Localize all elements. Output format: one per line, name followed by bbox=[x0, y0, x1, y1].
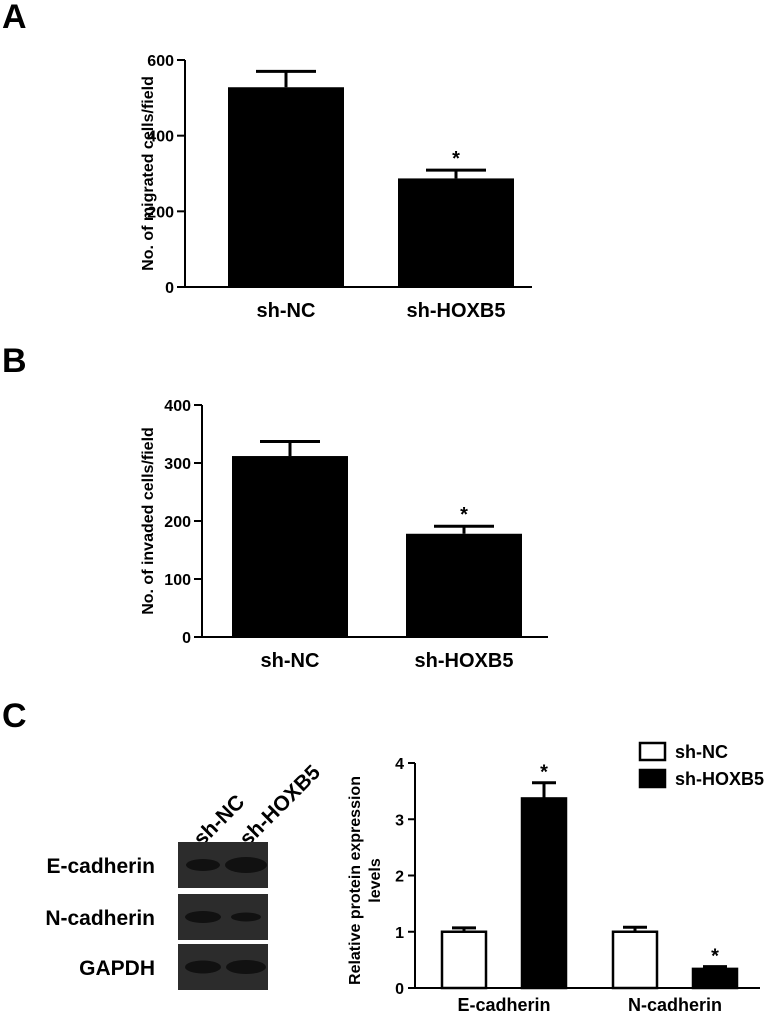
y-tick-label: 0 bbox=[395, 981, 404, 998]
x-tick-label: sh-NC bbox=[261, 650, 320, 672]
bar-sh-hoxb5 bbox=[406, 533, 522, 637]
y-axis-label-line: Relative protein expression bbox=[347, 776, 364, 985]
x-tick-label: E-cadherin bbox=[457, 995, 550, 1015]
y-tick-label: 4 bbox=[395, 756, 404, 773]
bar-sh-hoxb5 bbox=[398, 178, 514, 287]
bar-sh-hoxb5-e-cadherin bbox=[520, 797, 568, 990]
x-tick-label: sh-HOXB5 bbox=[415, 650, 514, 672]
y-axis-label: No. of invaded cells/field bbox=[140, 427, 157, 615]
y-tick-label: 0 bbox=[182, 630, 191, 647]
significance-mark: * bbox=[452, 148, 460, 170]
bar-sh-nc bbox=[228, 87, 344, 288]
y-axis-label-line: levels bbox=[367, 858, 384, 903]
blot-band bbox=[226, 960, 266, 974]
blot-row-label: E-cadherin bbox=[46, 855, 155, 878]
panel-label-b: B bbox=[2, 342, 27, 380]
y-tick-label: 0 bbox=[165, 280, 174, 297]
blot-lane-label: sh-HOXB5 bbox=[235, 761, 325, 851]
blot-band bbox=[186, 859, 220, 871]
bar-sh-nc-e-cadherin bbox=[440, 930, 488, 990]
significance-mark: * bbox=[711, 946, 719, 968]
legend-swatch bbox=[638, 741, 667, 762]
blot-band bbox=[185, 960, 221, 974]
y-tick-label: 200 bbox=[164, 514, 191, 531]
legend-swatch bbox=[638, 768, 667, 789]
significance-mark: * bbox=[460, 504, 468, 526]
panel-label-a: A bbox=[2, 0, 27, 36]
y-tick-label: 200 bbox=[147, 204, 174, 221]
blot-band bbox=[185, 911, 221, 923]
bar-sh-hoxb5-n-cadherin bbox=[691, 967, 739, 990]
y-tick-label: 400 bbox=[147, 129, 174, 146]
y-tick-label: 400 bbox=[164, 398, 191, 415]
y-tick-label: 600 bbox=[147, 53, 174, 70]
x-tick-label: sh-NC bbox=[257, 300, 316, 322]
blot-band bbox=[225, 857, 267, 873]
y-tick-label: 3 bbox=[395, 812, 404, 829]
y-axis-label: Relative protein expression levels bbox=[347, 776, 384, 985]
panel-label-c: C bbox=[2, 697, 27, 735]
significance-mark: * bbox=[540, 762, 548, 784]
y-tick-label: 300 bbox=[164, 456, 191, 473]
x-tick-label: N-cadherin bbox=[628, 995, 722, 1015]
migration-bar-chart: 0 200 400 600 No. of migrated cells/field sh-… bbox=[140, 53, 532, 322]
blot-row-label: GAPDH bbox=[79, 957, 155, 980]
y-tick-label: 2 bbox=[395, 869, 404, 886]
legend-label: sh-NC bbox=[675, 742, 728, 762]
blot-band bbox=[231, 912, 261, 922]
legend-label: sh-HOXB5 bbox=[675, 769, 764, 789]
protein-expression-bar-chart: 0 1 2 3 4 Relative protein expression levels E-… bbox=[347, 741, 764, 1015]
invasion-bar-chart: 0 100 200 300 400 No. of invaded cells/field s… bbox=[140, 398, 548, 672]
blot-row-label: N-cadherin bbox=[45, 907, 155, 930]
y-tick-label: 100 bbox=[164, 572, 191, 589]
bar-sh-nc bbox=[232, 456, 348, 637]
y-axis-label: No. of migrated cells/field bbox=[140, 76, 157, 271]
blot-lane-label: sh-NC bbox=[189, 791, 249, 851]
y-tick-label: 1 bbox=[395, 925, 404, 942]
x-tick-label: sh-HOXB5 bbox=[407, 300, 506, 322]
bar-sh-nc-n-cadherin bbox=[611, 930, 659, 990]
